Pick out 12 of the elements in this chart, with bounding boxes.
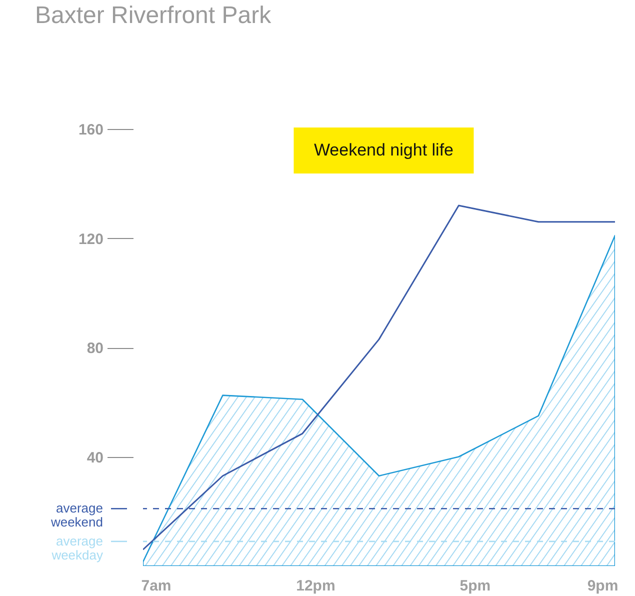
- chart-title: Baxter Riverfront Park: [35, 2, 272, 29]
- x-tick-label: 9pm: [587, 578, 618, 594]
- ref-line-label: average weekend: [50, 500, 103, 530]
- x-tick-label: 5pm: [460, 578, 491, 594]
- x-tick-label: 12pm: [296, 578, 336, 594]
- x-tick-label: 7am: [141, 578, 172, 594]
- y-tick-label: 120: [78, 230, 104, 248]
- y-tick-label: 160: [78, 122, 104, 138]
- ref-line-label: average weekday: [50, 533, 104, 562]
- y-tick-label: 40: [86, 449, 104, 466]
- annotation: Weekend night life: [314, 140, 454, 160]
- y-tick-label: 80: [86, 340, 104, 357]
